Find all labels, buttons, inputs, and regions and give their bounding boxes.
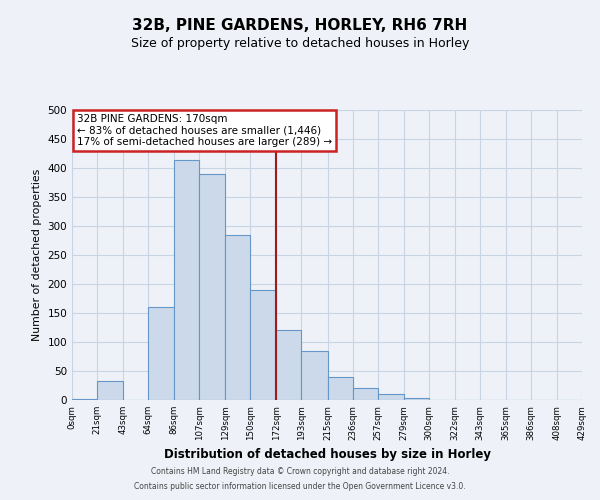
- Y-axis label: Number of detached properties: Number of detached properties: [32, 169, 42, 341]
- Bar: [174, 160, 199, 400]
- Bar: [377, 394, 404, 400]
- Text: Size of property relative to detached houses in Horley: Size of property relative to detached ho…: [131, 38, 469, 51]
- Bar: [148, 307, 174, 400]
- Bar: [226, 234, 250, 400]
- Bar: [277, 330, 301, 400]
- X-axis label: Distribution of detached houses by size in Horley: Distribution of detached houses by size …: [163, 448, 491, 461]
- Bar: [301, 350, 328, 400]
- Bar: [250, 290, 277, 400]
- Bar: [353, 388, 377, 400]
- Text: 32B, PINE GARDENS, HORLEY, RH6 7RH: 32B, PINE GARDENS, HORLEY, RH6 7RH: [133, 18, 467, 32]
- Bar: [72, 399, 97, 400]
- Bar: [199, 174, 226, 400]
- Bar: [404, 398, 428, 400]
- Text: 32B PINE GARDENS: 170sqm
← 83% of detached houses are smaller (1,446)
17% of sem: 32B PINE GARDENS: 170sqm ← 83% of detach…: [77, 114, 332, 148]
- Bar: [97, 381, 123, 400]
- Text: Contains public sector information licensed under the Open Government Licence v3: Contains public sector information licen…: [134, 482, 466, 491]
- Bar: [328, 377, 353, 400]
- Text: Contains HM Land Registry data © Crown copyright and database right 2024.: Contains HM Land Registry data © Crown c…: [151, 467, 449, 476]
